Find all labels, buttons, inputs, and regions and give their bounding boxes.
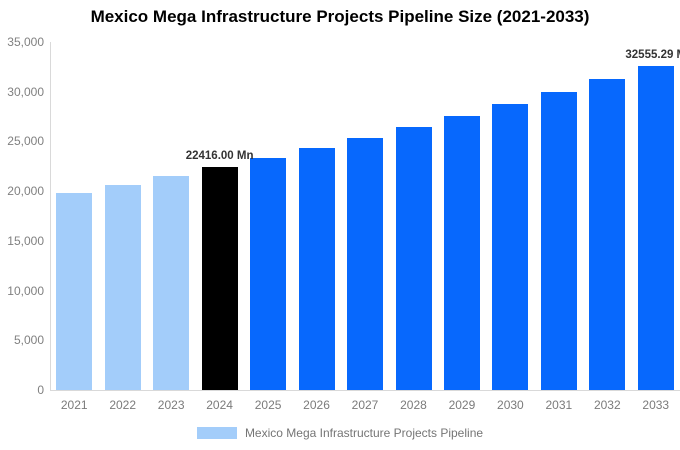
- bar-2029[interactable]: [443, 115, 480, 390]
- legend-item[interactable]: Mexico Mega Infrastructure Projects Pipe…: [0, 426, 680, 440]
- bar-slot: [341, 42, 389, 390]
- bar-2022[interactable]: [104, 184, 141, 390]
- y-axis-tick-label: 35,000: [7, 35, 44, 49]
- bar-slot: [244, 42, 292, 390]
- x-axis-label-2029: 2029: [448, 398, 476, 412]
- bar-slot: [98, 42, 146, 390]
- plot-area: [50, 42, 680, 390]
- x-axis-label-2033: 2033: [642, 398, 670, 412]
- bar-2024[interactable]: [201, 167, 238, 390]
- bar-2027[interactable]: [347, 137, 384, 390]
- x-axis-label-2024: 2024: [206, 398, 233, 412]
- x-axis-label-2023: 2023: [157, 398, 185, 412]
- bar-slot: [389, 42, 437, 390]
- x-axis-line: [50, 390, 680, 391]
- bar-2028[interactable]: [395, 126, 432, 390]
- y-axis-tick-label: 10,000: [7, 283, 44, 298]
- y-axis-tick-label: 15,000: [7, 233, 44, 248]
- bar-slot: [486, 42, 534, 390]
- y-axis-tick-label: 30,000: [7, 84, 44, 99]
- value-label-2033: 32555.29 M: [625, 49, 680, 62]
- y-axis-tick-label: 0: [37, 383, 44, 397]
- bar-slot: [583, 42, 631, 390]
- bar-2032[interactable]: [589, 79, 626, 390]
- x-axis-label-2032: 2032: [593, 398, 621, 412]
- bar-slot: [535, 42, 583, 390]
- legend-swatch-icon: [196, 427, 237, 439]
- bar-2033[interactable]: [637, 66, 674, 390]
- x-axis-label-2030: 2030: [497, 398, 524, 412]
- x-axis-label-2025: 2025: [254, 398, 282, 412]
- bar-2026[interactable]: [298, 147, 335, 390]
- x-axis-label-2021: 2021: [60, 398, 88, 412]
- bar-slot: [147, 42, 195, 390]
- y-axis-line: [50, 42, 51, 390]
- x-axis-label-2026: 2026: [303, 398, 330, 412]
- bar-slot: [632, 42, 680, 390]
- bar-2030[interactable]: [492, 104, 529, 390]
- bar-slot: [438, 42, 486, 390]
- bar-2023[interactable]: [153, 176, 190, 390]
- y-axis-tick-label: 5,000: [13, 333, 44, 348]
- value-label-2024: 22416.00 Mn: [185, 150, 254, 163]
- x-axis-label-2027: 2027: [351, 398, 379, 412]
- bar-2025[interactable]: [250, 157, 287, 390]
- chart-title: Mexico Mega Infrastructure Projects Pipe…: [90, 7, 590, 26]
- x-axis-label-2031: 2031: [545, 398, 573, 412]
- bar-2021[interactable]: [56, 193, 93, 390]
- y-axis-tick-label: 25,000: [7, 134, 44, 149]
- y-axis-tick-label: 20,000: [7, 184, 44, 199]
- legend-label: Mexico Mega Infrastructure Projects Pipe…: [244, 426, 484, 440]
- x-axis-label-2022: 2022: [109, 398, 137, 412]
- bar-slot: [195, 42, 243, 390]
- bar-slot: [50, 42, 98, 390]
- bar-2031[interactable]: [540, 92, 577, 390]
- bar-slot: [292, 42, 340, 390]
- x-axis-label-2028: 2028: [400, 398, 427, 412]
